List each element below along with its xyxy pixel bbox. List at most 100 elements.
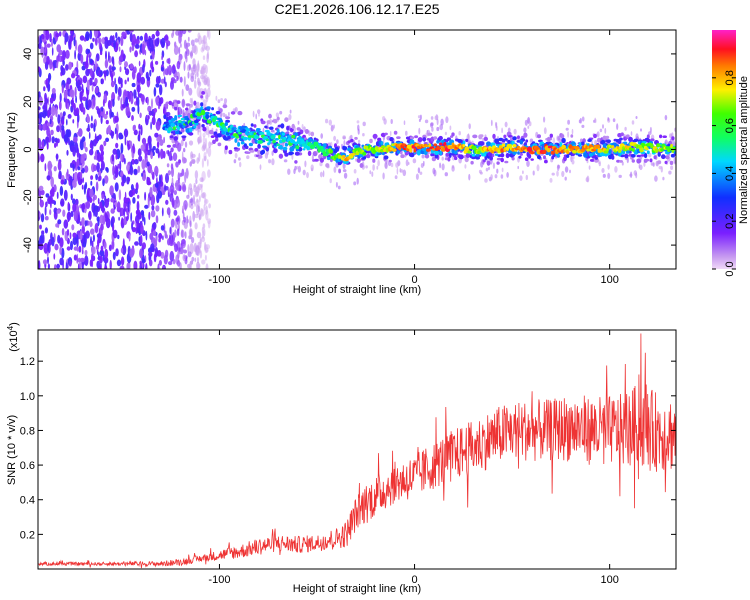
ridge-core xyxy=(568,144,573,149)
noise-blob xyxy=(93,122,96,132)
ridge-core xyxy=(291,134,296,139)
ridge-core xyxy=(224,122,228,126)
ridge-halo xyxy=(588,152,594,157)
noise-blob xyxy=(158,97,162,107)
noise-blob xyxy=(205,45,211,51)
spectral-scatter xyxy=(289,109,292,114)
noise-blob xyxy=(39,212,41,218)
ridge-halo xyxy=(264,125,268,129)
ridge-core xyxy=(639,147,644,153)
noise-blob xyxy=(131,82,136,88)
ridge-halo xyxy=(381,151,385,156)
noise-blob xyxy=(189,243,194,255)
ridge-core xyxy=(235,135,240,139)
noise-blob xyxy=(65,64,69,71)
noise-blob xyxy=(160,148,164,160)
ridge-core xyxy=(628,147,633,151)
ridge-halo xyxy=(172,144,177,148)
noise-blob xyxy=(41,34,45,40)
noise-blob xyxy=(134,50,139,58)
colorbar-label: Normalized spectral amplitude xyxy=(738,76,750,224)
ridge-halo xyxy=(181,135,187,139)
ridge-halo xyxy=(188,132,194,136)
noise-blob xyxy=(38,260,41,269)
ridge-halo xyxy=(577,154,583,157)
noise-blob xyxy=(73,36,76,47)
noise-blob xyxy=(84,249,88,256)
spectral-scatter xyxy=(319,171,323,178)
noise-blob xyxy=(59,185,64,196)
ridge-halo xyxy=(527,153,532,159)
noise-blob xyxy=(71,97,74,109)
ridge-halo xyxy=(625,134,630,138)
noise-blob xyxy=(92,37,95,42)
spectral-scatter xyxy=(569,169,571,174)
spectral-scatter xyxy=(257,109,261,114)
ridge-halo xyxy=(587,139,592,142)
noise-blob xyxy=(81,249,84,255)
spectral-scatter xyxy=(513,128,517,135)
noise-blob xyxy=(103,241,107,250)
ridge-halo xyxy=(286,125,290,131)
noise-blob xyxy=(147,197,150,209)
ridge-halo xyxy=(175,145,179,149)
noise-blob xyxy=(126,164,130,172)
spectral-scatter xyxy=(464,164,467,169)
noise-blob xyxy=(57,219,62,225)
noise-blob xyxy=(107,100,112,110)
noise-blob xyxy=(69,232,72,240)
noise-blob xyxy=(150,209,156,218)
noise-blob xyxy=(170,218,175,228)
noise-blob xyxy=(56,263,60,269)
ridge-halo xyxy=(245,129,251,132)
ridge-core xyxy=(266,131,271,137)
ridge-core xyxy=(438,142,443,146)
noise-blob xyxy=(163,105,166,116)
ridge-halo xyxy=(664,160,668,165)
noise-blob xyxy=(127,201,130,212)
noise-blob xyxy=(92,196,95,202)
noise-blob xyxy=(155,96,160,104)
noise-blob xyxy=(94,64,98,71)
noise-blob xyxy=(73,210,78,222)
noise-blob xyxy=(157,263,160,269)
noise-blob xyxy=(152,146,156,151)
noise-blob xyxy=(77,263,80,269)
ridge-core xyxy=(611,145,615,149)
noise-blob xyxy=(70,30,73,36)
spectral-scatter xyxy=(382,172,385,180)
ridge-core xyxy=(283,136,287,140)
noise-blob xyxy=(57,234,61,244)
ridge-halo xyxy=(276,116,280,121)
noise-blob xyxy=(154,38,160,47)
noise-blob xyxy=(167,64,172,76)
noise-blob xyxy=(91,246,96,255)
spectral-scatter xyxy=(436,126,440,132)
noise-blob xyxy=(67,201,70,211)
noise-blob xyxy=(73,136,78,143)
noise-blob xyxy=(47,82,51,92)
noise-blob xyxy=(38,66,41,73)
snr-multiplier-exp: 4 xyxy=(6,325,15,330)
noise-blob xyxy=(146,76,151,81)
ridge-core xyxy=(529,151,535,155)
ridge-halo xyxy=(280,123,285,129)
noise-blob xyxy=(199,177,204,183)
noise-blob xyxy=(73,171,79,182)
noise-blob xyxy=(202,142,206,151)
ridge-halo xyxy=(659,134,663,139)
spectral-scatter xyxy=(631,120,635,125)
ridge-halo xyxy=(362,156,367,160)
spectral-scatter xyxy=(571,159,575,165)
ridge-halo xyxy=(544,159,548,164)
noise-blob xyxy=(56,125,61,133)
ridge-core xyxy=(231,127,235,130)
noise-blob xyxy=(153,112,156,119)
noise-blob xyxy=(197,81,202,87)
noise-blob xyxy=(82,96,87,102)
ridge-halo xyxy=(505,152,510,159)
spectral-scatter xyxy=(319,161,323,167)
noise-blob xyxy=(197,263,201,269)
noise-blob xyxy=(162,265,165,269)
noise-blob xyxy=(174,229,177,238)
